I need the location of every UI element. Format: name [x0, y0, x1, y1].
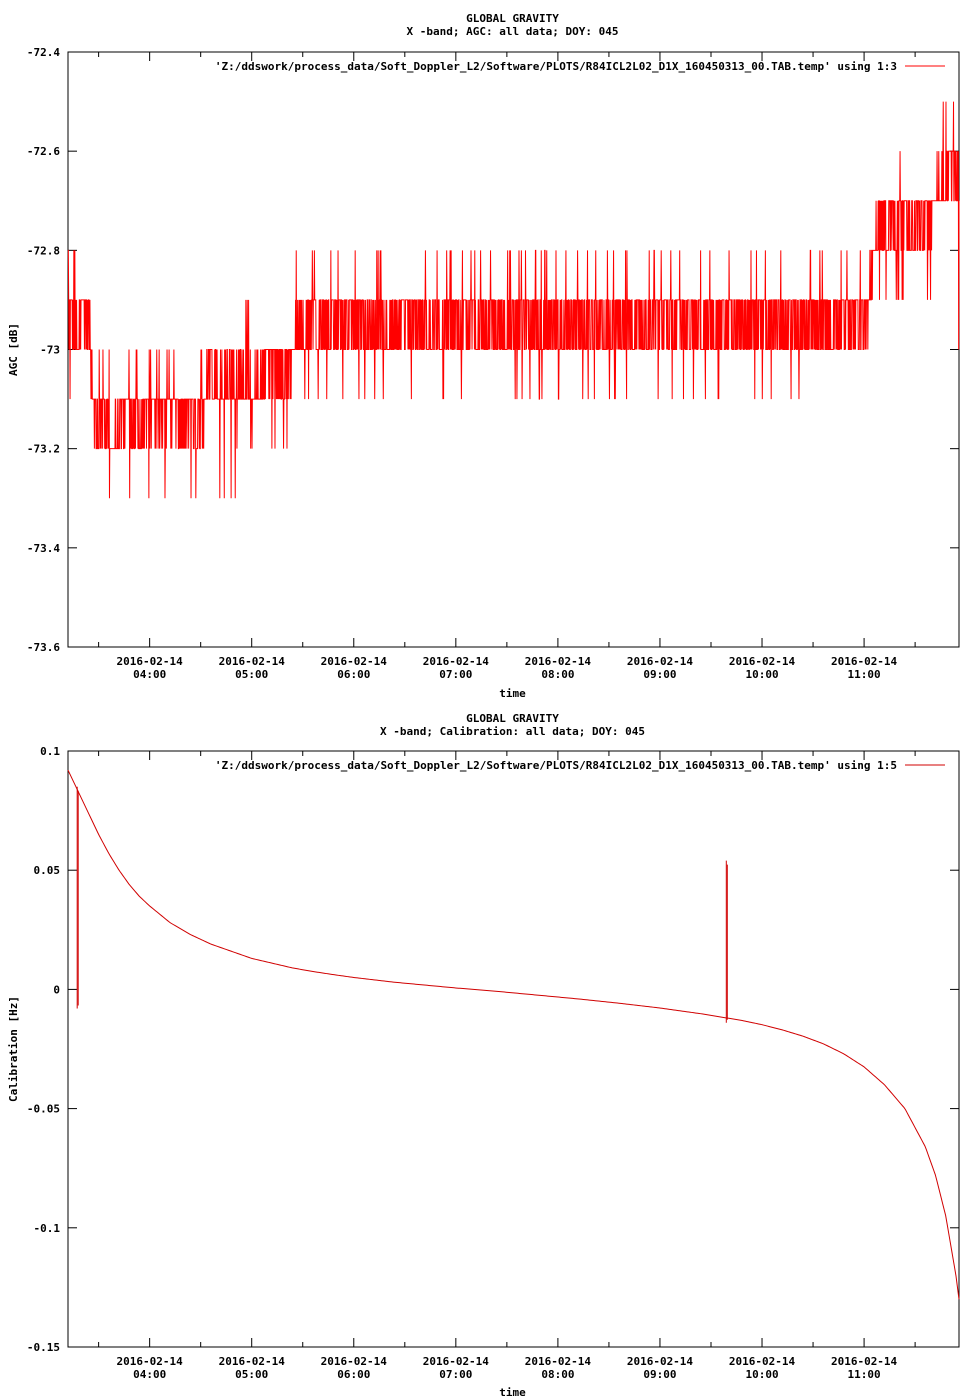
- x-tick-label-time: 07:00: [439, 1368, 472, 1381]
- x-tick-label-date: 2016-02-14: [831, 1355, 898, 1368]
- x-axis-label: time: [499, 687, 526, 700]
- x-tick-label-date: 2016-02-14: [321, 655, 388, 668]
- legend-label: 'Z:/ddswork/process_data/Soft_Doppler_L2…: [215, 759, 897, 772]
- x-tick-label-time: 06:00: [337, 1368, 370, 1381]
- legend-label: 'Z:/ddswork/process_data/Soft_Doppler_L2…: [215, 60, 897, 73]
- y-tick-label: -73.2: [27, 443, 60, 456]
- x-tick-label-time: 06:00: [337, 668, 370, 681]
- x-tick-label-date: 2016-02-14: [831, 655, 898, 668]
- y-tick-label: -73.6: [27, 641, 60, 654]
- x-tick-label-date: 2016-02-14: [321, 1355, 388, 1368]
- x-tick-label-date: 2016-02-14: [423, 655, 490, 668]
- series-line-agc: [67, 101, 960, 499]
- x-tick-label-time: 04:00: [133, 668, 166, 681]
- x-tick-label-time: 08:00: [541, 668, 574, 681]
- x-tick-label-date: 2016-02-14: [219, 655, 286, 668]
- x-tick-label-date: 2016-02-14: [117, 1355, 184, 1368]
- y-tick-label: 0.05: [34, 864, 61, 877]
- y-tick-label: -73: [40, 344, 60, 357]
- x-tick-label-time: 08:00: [541, 1368, 574, 1381]
- y-tick-label: -72.8: [27, 244, 60, 257]
- x-tick-label-date: 2016-02-14: [525, 655, 592, 668]
- y-axis-label: AGC [dB]: [7, 323, 20, 376]
- x-tick-label-date: 2016-02-14: [729, 655, 796, 668]
- chart-subtitle: X -band; AGC: all data; DOY: 045: [407, 25, 619, 38]
- x-tick-label-time: 11:00: [848, 668, 881, 681]
- x-tick-label-time: 09:00: [643, 668, 676, 681]
- y-tick-label: 0: [53, 983, 60, 996]
- series-line-calibration: [67, 769, 960, 1300]
- x-tick-label-date: 2016-02-14: [423, 1355, 490, 1368]
- x-tick-label-time: 05:00: [235, 1368, 268, 1381]
- chart-title: GLOBAL GRAVITY: [466, 12, 559, 25]
- x-axis-label: time: [499, 1386, 526, 1399]
- y-axis-label: Calibration [Hz]: [7, 996, 20, 1102]
- chart-title: GLOBAL GRAVITY: [466, 712, 559, 725]
- x-tick-label-time: 10:00: [745, 1368, 778, 1381]
- x-tick-label-time: 04:00: [133, 1368, 166, 1381]
- x-tick-label-date: 2016-02-14: [729, 1355, 796, 1368]
- x-tick-label-date: 2016-02-14: [117, 655, 184, 668]
- y-tick-label: -0.1: [34, 1222, 61, 1235]
- x-tick-label-time: 09:00: [643, 1368, 676, 1381]
- x-tick-label-date: 2016-02-14: [219, 1355, 286, 1368]
- plot-frame: [67, 750, 960, 1348]
- y-tick-label: -72.4: [27, 46, 60, 59]
- y-tick-label: 0.1: [40, 745, 60, 758]
- y-tick-label: -72.6: [27, 145, 60, 158]
- x-tick-label-date: 2016-02-14: [627, 1355, 694, 1368]
- x-tick-label-time: 07:00: [439, 668, 472, 681]
- x-tick-label-time: 11:00: [848, 1368, 881, 1381]
- x-tick-label-time: 10:00: [745, 668, 778, 681]
- x-tick-label-time: 05:00: [235, 668, 268, 681]
- x-tick-label-date: 2016-02-14: [627, 655, 694, 668]
- y-tick-label: -0.05: [27, 1103, 60, 1116]
- y-tick-label: -0.15: [27, 1341, 60, 1354]
- x-tick-label-date: 2016-02-14: [525, 1355, 592, 1368]
- y-tick-label: -73.4: [27, 542, 60, 555]
- chart-subtitle: X -band; Calibration: all data; DOY: 045: [380, 725, 645, 738]
